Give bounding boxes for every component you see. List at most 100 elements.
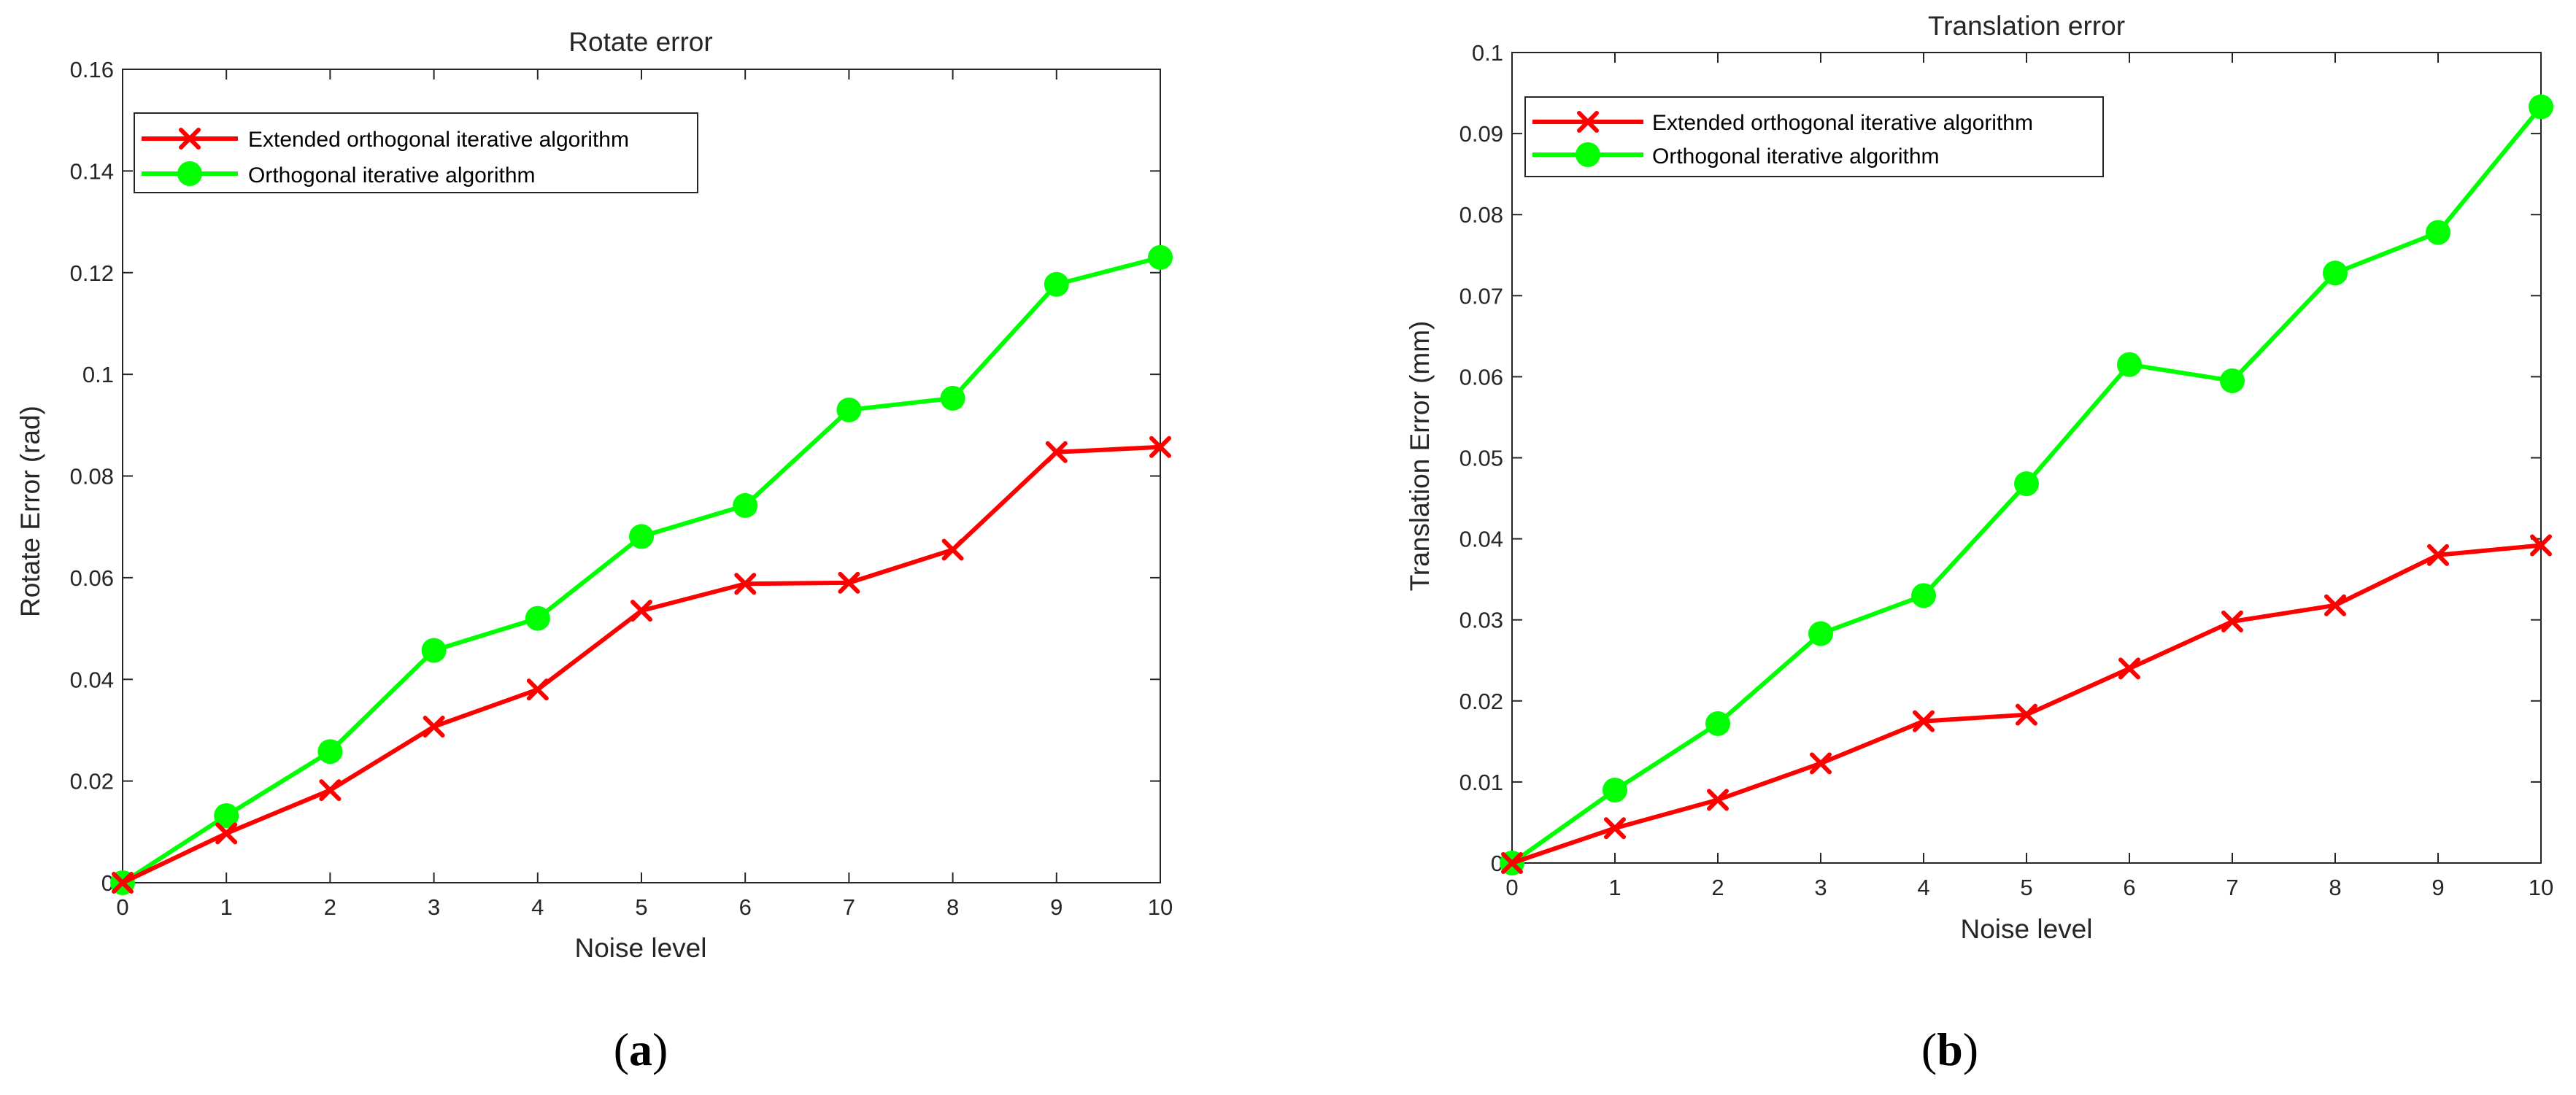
chart-a-marks: 0 1 2 3 4 5 6 7 8 9 10 0 0.02 0.04 0.06 0.08 0.1 0.12 0.14… xyxy=(70,57,1173,920)
chart-b-ytick-label-5: 0.05 xyxy=(1459,446,1503,471)
chart-a-legend-label-2: Orthogonal iterative algorithm xyxy=(248,163,536,187)
chart-b-title: Translation error xyxy=(1928,11,2125,41)
chart-b-series-1-point-7 xyxy=(2221,610,2243,632)
chart-b-series-1-point-1 xyxy=(1604,817,1626,840)
chart-a-ylabel: Rotate Error (rad) xyxy=(15,406,45,617)
chart-b-xtick-label-9: 9 xyxy=(2432,875,2444,900)
chart-a-series-2-point-1 xyxy=(214,803,239,829)
chart-a-series-1-point-6-stroke-2 xyxy=(734,573,757,595)
chart-a-xtick-label-0: 0 xyxy=(116,894,128,920)
chart-a-series-1-point-9 xyxy=(1045,441,1068,463)
chart-b-legend-marks xyxy=(1532,111,1643,167)
chart-b-caption: (b) xyxy=(1921,1024,1978,1075)
chart-b-series-2-point-10 xyxy=(2529,94,2553,120)
chart-a-ytick-label-1: 0.02 xyxy=(70,769,114,794)
chart-b-ytick-label-3: 0.03 xyxy=(1459,608,1503,633)
chart-a-xtick-label-5: 5 xyxy=(635,894,647,920)
chart-b-xtick-label-4: 4 xyxy=(1917,875,1929,900)
chart-a-xtick-label-2: 2 xyxy=(324,894,336,920)
chart-b-series-2-point-8 xyxy=(2323,260,2348,286)
chart-b-series-1-point-4-stroke-2 xyxy=(1913,710,1935,732)
chart-b-legend: Extended orthogonal iterative algorithm … xyxy=(1524,96,2104,177)
chart-a-series-1-point-1-stroke-2 xyxy=(215,822,238,845)
chart-a-series-2-point-7 xyxy=(836,397,862,422)
chart-a-legend-marker-1 xyxy=(179,128,201,150)
chart-b-series-2-point-3 xyxy=(1808,621,1833,646)
chart-a-ytick-label-0: 0 xyxy=(101,870,114,896)
chart-b-series-1-point-5-stroke-2 xyxy=(2016,703,2037,726)
chart-b-xtick-label-0: 0 xyxy=(1505,875,1518,900)
chart-b-series-1-point-3-stroke-2 xyxy=(1810,752,1832,775)
chart-b-series-1-point-6-stroke-2 xyxy=(2118,657,2140,680)
chart-a-ytick-label-2: 0.04 xyxy=(70,667,114,692)
chart-a-xtick-label-6: 6 xyxy=(739,894,752,920)
chart-a-series-2-point-3 xyxy=(421,638,447,663)
chart-b-legend-box xyxy=(1524,96,2104,177)
chart-a-xtick-label-10: 10 xyxy=(1148,894,1173,920)
chart-b-ytick-label-6: 0.06 xyxy=(1459,364,1503,390)
chart-b-caption-close: ) xyxy=(1963,1024,1978,1075)
chart-b-ytick-label-4: 0.04 xyxy=(1459,527,1503,552)
chart-b-series-1-point-9-stroke-2 xyxy=(2427,543,2449,566)
chart-b-series-2-point-9 xyxy=(2426,220,2450,245)
chart-b-legend-marker-1 xyxy=(1577,111,1599,133)
chart-b-legend-marker-2 xyxy=(1576,142,1600,167)
chart-b-xtick-label-10: 10 xyxy=(2529,875,2553,900)
chart-b-series-2-point-4 xyxy=(1911,583,1936,608)
chart-b-series-2-point-2 xyxy=(1705,711,1730,736)
chart-b-ylabel: Translation Error (mm) xyxy=(1405,321,1435,592)
chart-b-ytick-label-10: 0.1 xyxy=(1472,40,1503,66)
chart-b-ytick-label-8: 0.08 xyxy=(1459,202,1503,228)
chart-a-legend-marker-1-stroke-2 xyxy=(179,128,201,150)
chart-b-series-1-point-1-stroke-2 xyxy=(1604,817,1626,840)
chart-a-series-1-point-4-stroke-2 xyxy=(526,678,549,701)
chart-a-ytick-label-6: 0.12 xyxy=(70,260,114,286)
chart-b-ytick-label-2: 0.02 xyxy=(1459,689,1503,714)
chart-b-series-1-point-0 xyxy=(1501,852,1523,874)
chart-b-series-1-point-10 xyxy=(2530,534,2552,557)
chart-a-ytick-label-7: 0.14 xyxy=(70,158,114,184)
chart-b-xtick-label-8: 8 xyxy=(2329,875,2341,900)
chart-b-series-2-point-1 xyxy=(1603,778,1627,803)
chart-b-caption-letter: b xyxy=(1937,1024,1963,1075)
chart-a-series-2-point-5 xyxy=(629,524,654,549)
chart-a-xtick-label-3: 3 xyxy=(428,894,440,920)
chart-b-legend-label-2: Orthogonal iterative algorithm xyxy=(1652,144,1940,169)
chart-b-series-1-point-7-stroke-2 xyxy=(2221,610,2243,632)
chart-b: 0 1 2 3 4 5 6 7 8 9 10 0 0.01 0.02 0.03 0.04 0.05 0.06 0.0… xyxy=(1405,11,2553,1075)
chart-a-legend-marker-2 xyxy=(177,161,202,186)
chart-a-series-1-point-2 xyxy=(319,779,342,802)
chart-b-series-1-point-4 xyxy=(1913,710,1935,732)
chart-b-xtick-label-1: 1 xyxy=(1608,875,1621,900)
chart-a-ytick-label-3: 0.06 xyxy=(70,565,114,591)
chart-b-xtick-label-6: 6 xyxy=(2123,875,2135,900)
chart-a-series-1-point-5 xyxy=(630,600,652,622)
chart-b-series-2-point-6 xyxy=(2117,352,2142,377)
chart-a-xtick-label-8: 8 xyxy=(946,894,959,920)
chart-a-series-1-point-2-stroke-2 xyxy=(319,779,342,802)
chart-b-series-1-point-6 xyxy=(2118,657,2140,680)
chart-a-legend: Extended orthogonal iterative algorithm … xyxy=(134,112,698,193)
chart-b-series-1-point-10-stroke-2 xyxy=(2530,534,2552,557)
chart-a-xlabel: Noise level xyxy=(575,933,707,963)
chart-a-series-1-point-8-stroke-2 xyxy=(941,538,964,561)
chart-b-series-1-point-8 xyxy=(2324,594,2346,616)
chart-b-plot-frame xyxy=(1511,52,2542,864)
chart-b-series-1-point-0-stroke-2 xyxy=(1501,852,1523,874)
chart-b-series-1-point-2-stroke-2 xyxy=(1707,789,1729,811)
chart-a-ytick-label-5: 0.1 xyxy=(82,362,114,387)
chart-b-marks: 0 1 2 3 4 5 6 7 8 9 10 0 0.01 0.02 0.03 0.04 0.05 0.06 0.0… xyxy=(1459,40,2554,900)
chart-b-xtick-label-7: 7 xyxy=(2226,875,2238,900)
chart-a-series-2-point-10 xyxy=(1148,244,1173,270)
chart-b-ytick-label-1: 0.01 xyxy=(1459,770,1503,795)
chart-a-xtick-label-9: 9 xyxy=(1050,894,1063,920)
chart-b-ytick-label-7: 0.07 xyxy=(1459,283,1503,309)
chart-a-series-1-point-0 xyxy=(112,872,134,894)
chart-a-caption: (a) xyxy=(614,1024,668,1075)
chart-b-series-1-point-2 xyxy=(1707,789,1729,811)
chart-a-xtick-label-4: 4 xyxy=(531,894,544,920)
chart-a-xtick-label-1: 1 xyxy=(220,894,233,920)
chart-a-series-1-point-10-stroke-2 xyxy=(1149,436,1171,458)
chart-a-title: Rotate error xyxy=(568,27,712,57)
